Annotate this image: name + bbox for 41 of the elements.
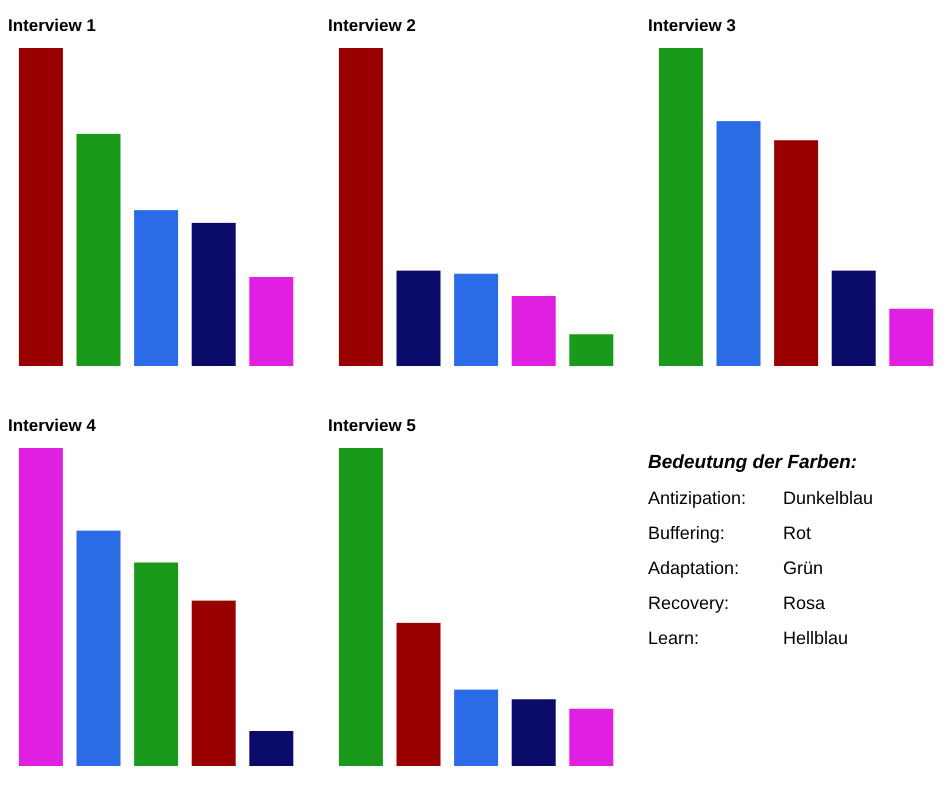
bar: [134, 562, 178, 766]
chart-title: Interview 2: [328, 15, 417, 37]
chart-title: Interview 5: [328, 415, 417, 437]
text: Learn:: [648, 628, 700, 649]
bar: [512, 296, 556, 366]
bar: [249, 276, 294, 366]
text: Rosa: [783, 593, 826, 614]
bar: [512, 699, 556, 766]
bar: [396, 270, 441, 366]
bar: [338, 448, 383, 766]
bar: [454, 274, 498, 366]
bar: [134, 210, 178, 366]
text: Buffering:: [648, 523, 726, 544]
bar: [18, 448, 63, 766]
bar: [774, 140, 818, 366]
text: Dunkelblau: [783, 488, 874, 509]
chart-title: Interview 3: [648, 15, 737, 37]
bar: [832, 270, 876, 366]
bar: [192, 222, 236, 366]
bar: [716, 121, 761, 366]
bar: [569, 334, 614, 366]
bar: [18, 48, 63, 366]
chart-title: Interview 4: [8, 415, 97, 437]
chart-title: Interview 1: [8, 15, 97, 37]
bar: [192, 600, 236, 766]
bar: [454, 690, 498, 766]
text: Recovery:: [648, 593, 730, 614]
text: Antizipation:: [648, 488, 748, 509]
bar: [338, 48, 383, 366]
bar: [658, 48, 703, 366]
bar: [249, 731, 294, 766]
bar: [76, 530, 121, 766]
text: Hellblau: [783, 628, 850, 649]
bar: [76, 134, 121, 366]
bar: [396, 622, 441, 766]
text: Bedeutung der Farben:: [648, 452, 858, 474]
text: Grün: [783, 558, 824, 579]
text: Rot: [783, 523, 812, 544]
bar: [889, 308, 934, 366]
bar: [569, 708, 614, 766]
text: Adaptation:: [648, 558, 740, 579]
